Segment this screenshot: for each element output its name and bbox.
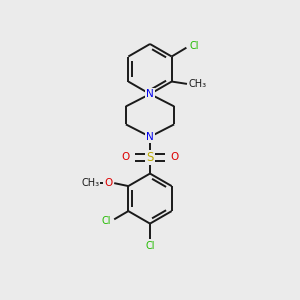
- Text: CH₃: CH₃: [81, 178, 99, 188]
- Text: Cl: Cl: [145, 241, 155, 251]
- Text: O: O: [104, 178, 112, 188]
- Text: O: O: [171, 152, 179, 162]
- Text: S: S: [146, 151, 154, 164]
- Text: CH₃: CH₃: [188, 79, 207, 89]
- Text: O: O: [121, 152, 129, 162]
- Text: Cl: Cl: [101, 216, 111, 226]
- Text: Cl: Cl: [190, 41, 200, 51]
- Text: N: N: [146, 132, 154, 142]
- Text: N: N: [146, 89, 154, 99]
